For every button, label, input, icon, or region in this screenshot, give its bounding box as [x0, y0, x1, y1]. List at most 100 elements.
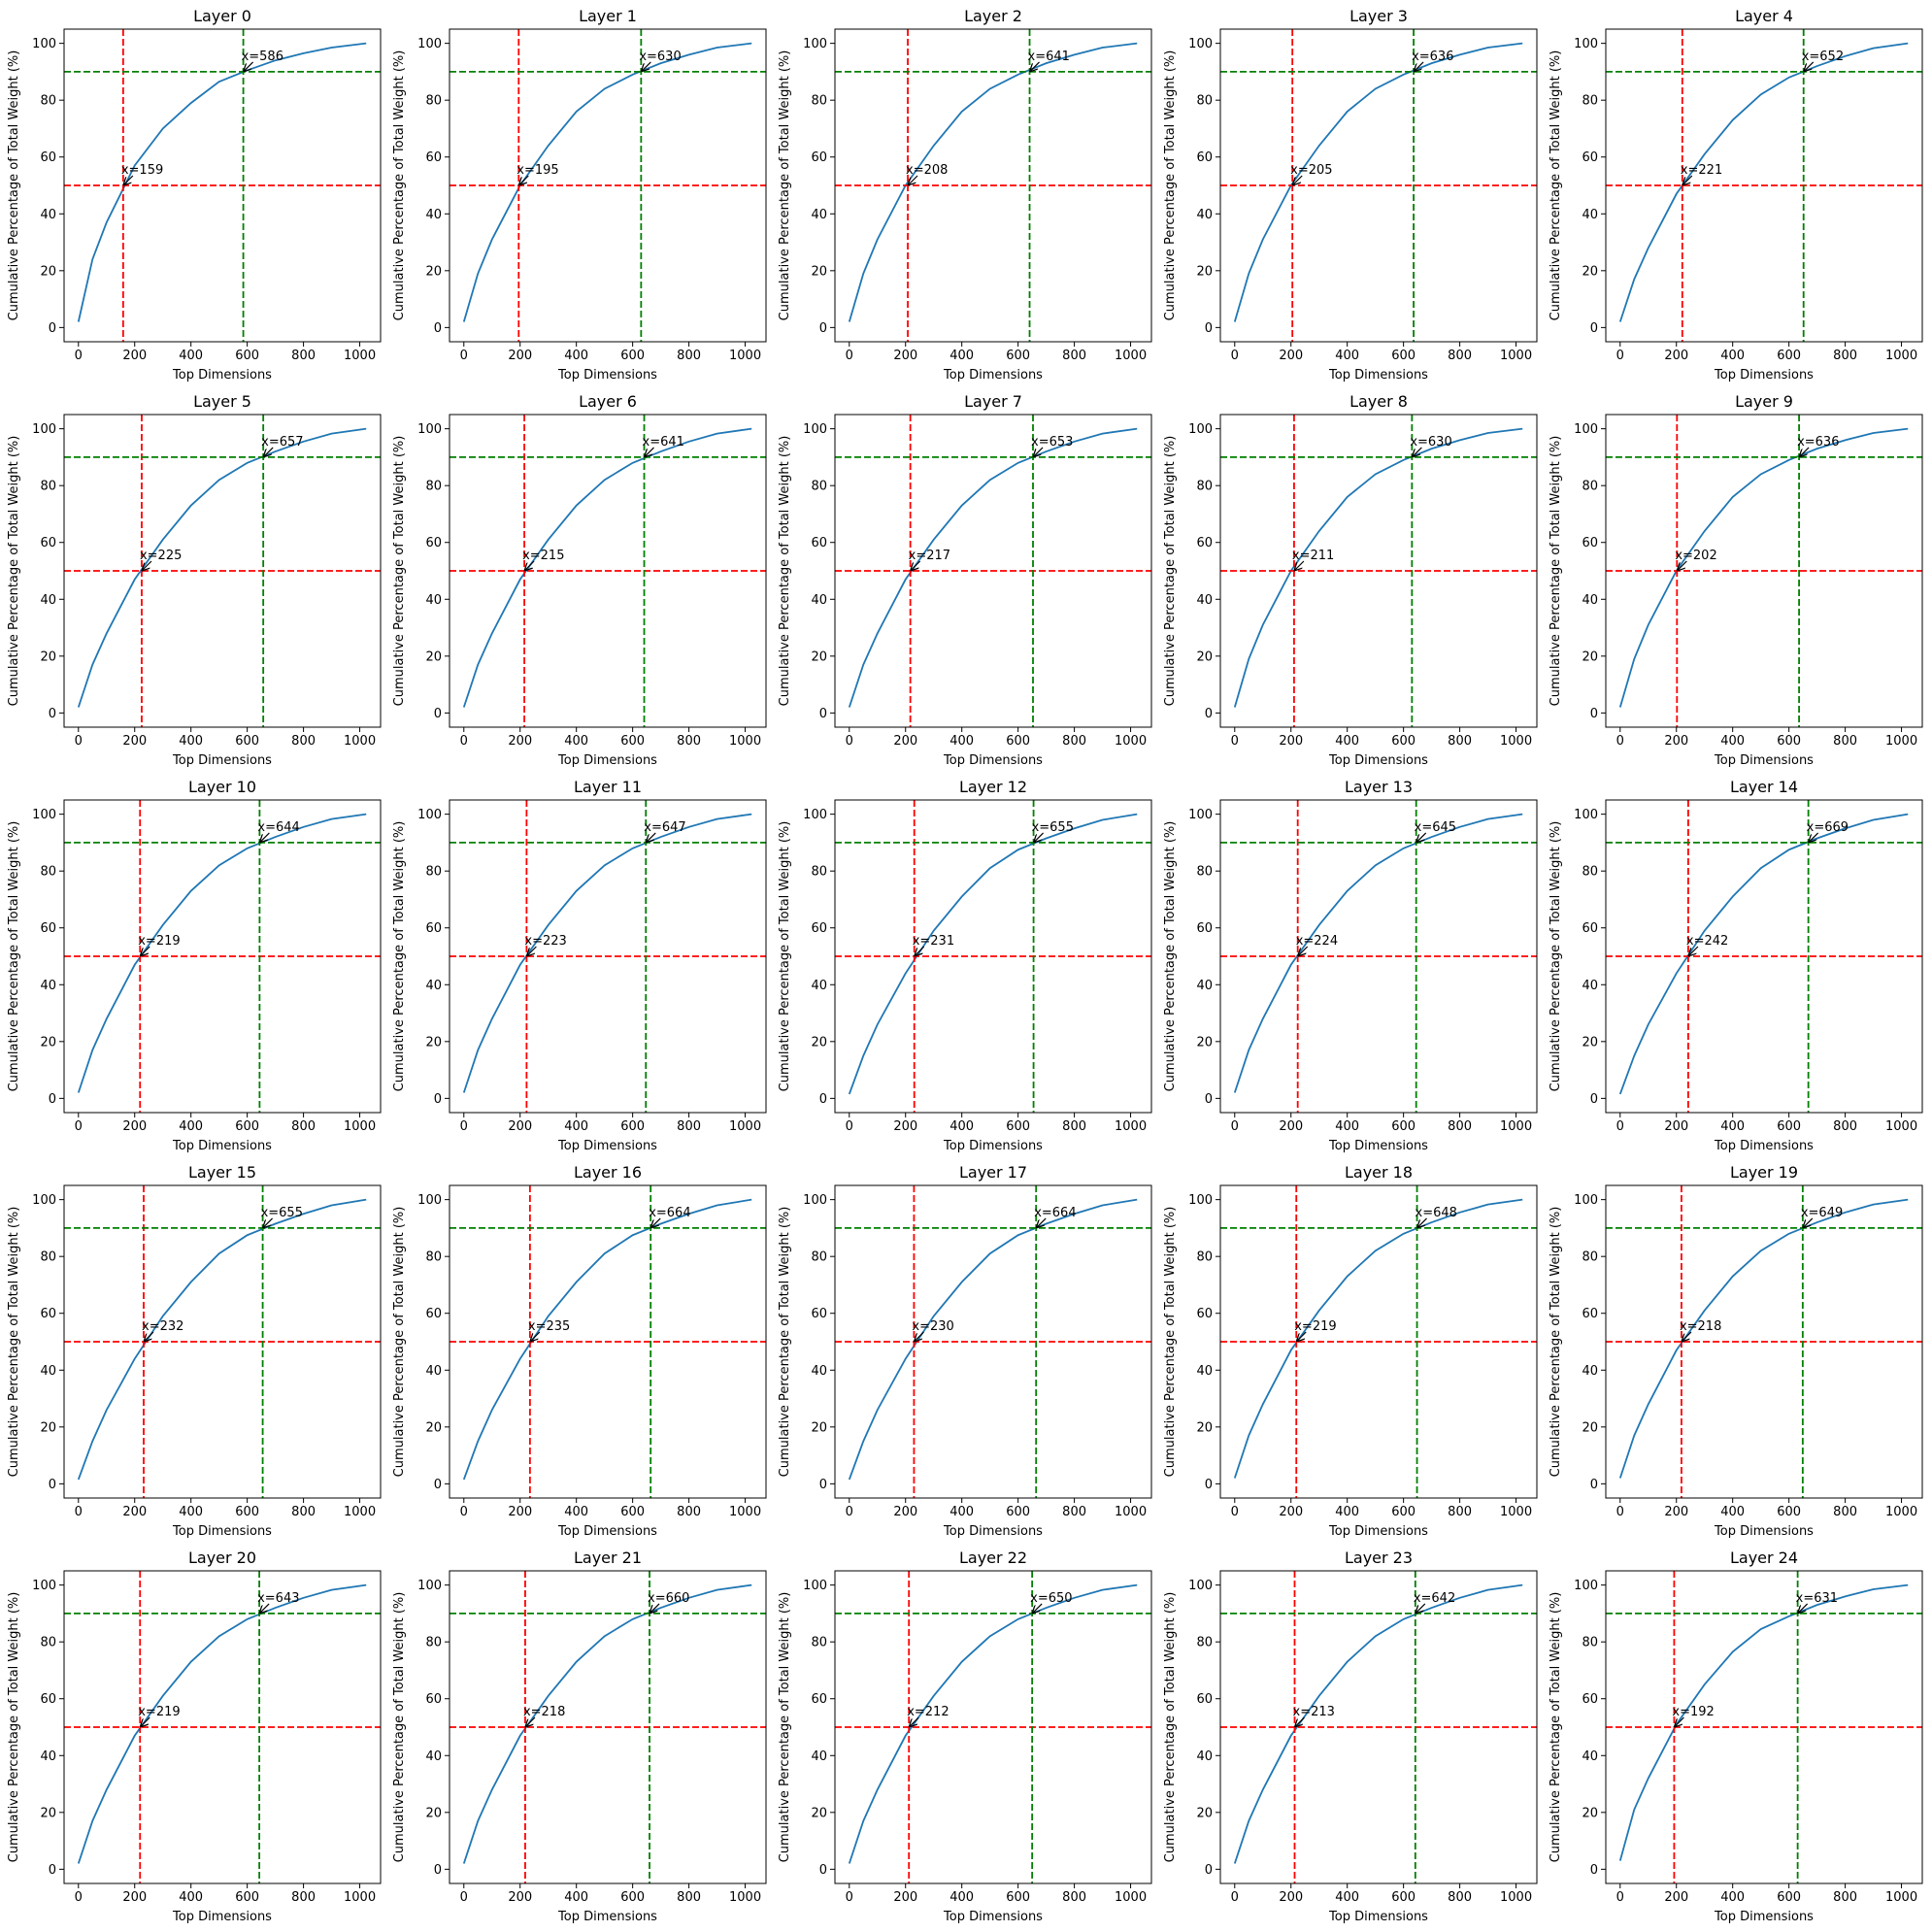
axes-frame — [63, 28, 382, 343]
y-tick-label: 20 — [1196, 1420, 1213, 1435]
x-tick-label: 600 — [1777, 1890, 1801, 1905]
x-tick-label: 200 — [1664, 1505, 1688, 1519]
y-tick-label: 20 — [1582, 1420, 1598, 1435]
y-tick-label: 20 — [1196, 1035, 1213, 1049]
y-tick-label: 40 — [1582, 593, 1598, 608]
axes-frame — [1219, 799, 1538, 1114]
y-tick-label: 60 — [811, 150, 827, 165]
subplot-title: Layer 12 — [959, 778, 1027, 796]
y-tick-label: 40 — [811, 1364, 827, 1379]
annotation-label: x=219 — [1294, 1319, 1336, 1334]
y-tick-label: 100 — [1574, 808, 1598, 822]
y-tick-label: 20 — [40, 1420, 56, 1435]
annotation-arrow — [1682, 175, 1693, 185]
axes-frame — [834, 799, 1152, 1114]
x-tick-label: 0 — [846, 734, 853, 749]
annotation-arrow — [259, 832, 270, 843]
x-tick-label: 800 — [1833, 1505, 1857, 1519]
x-tick-label: 0 — [846, 1505, 853, 1519]
annotation-arrow — [263, 447, 274, 457]
annotation-label: x=195 — [516, 163, 558, 178]
y-tick-label: 40 — [40, 1749, 56, 1764]
subplot: Layer 16 Top Dimensions Cumulative Percent… — [392, 1163, 767, 1539]
x-tick-label: 400 — [949, 734, 974, 749]
y-tick-label: 20 — [1196, 650, 1213, 664]
x-axis-label: Top Dimensions — [943, 753, 1043, 768]
axes-frame — [1605, 414, 1923, 728]
y-tick-label: 20 — [811, 1035, 827, 1049]
subplot-title: Layer 20 — [188, 1549, 256, 1567]
data-line — [1233, 813, 1523, 1093]
y-tick-label: 40 — [425, 593, 442, 608]
y-tick-label: 20 — [425, 1806, 442, 1820]
y-tick-label: 100 — [1574, 422, 1598, 437]
annotation-arrow — [526, 946, 537, 956]
y-tick-label: 60 — [1196, 1307, 1213, 1321]
annotation-arrow — [244, 61, 254, 72]
y-tick-label: 60 — [1196, 536, 1213, 550]
x-tick-label: 200 — [1664, 1890, 1688, 1905]
y-tick-label: 60 — [40, 536, 56, 550]
y-tick-label: 0 — [1590, 1863, 1598, 1878]
x-tick-label: 0 — [1231, 1505, 1239, 1519]
x-tick-label: 600 — [620, 1890, 645, 1905]
subplot-title: Layer 19 — [1730, 1163, 1798, 1182]
subplot-title: Layer 1 — [579, 7, 637, 25]
y-axis-label: Cumulative Percentage of Total Weight (%… — [392, 1592, 407, 1863]
y-tick-label: 40 — [40, 979, 56, 993]
y-tick-label: 20 — [40, 650, 56, 664]
axes-frame — [63, 1570, 382, 1884]
x-tick-label: 0 — [1616, 734, 1624, 749]
y-tick-label: 100 — [803, 808, 827, 822]
x-tick-label: 1000 — [1115, 349, 1147, 363]
annotation-label: x=230 — [912, 1319, 953, 1334]
x-tick-label: 600 — [1006, 349, 1030, 363]
x-tick-label: 800 — [291, 349, 316, 363]
y-tick-label: 60 — [811, 1692, 827, 1707]
annotation-label: x=212 — [907, 1705, 949, 1719]
y-tick-label: 40 — [1582, 1364, 1598, 1379]
annotation-label: x=647 — [644, 820, 685, 835]
y-tick-label: 60 — [1582, 150, 1598, 165]
y-tick-label: 40 — [811, 979, 827, 993]
subplot: Layer 8 Top Dimensions Cumulative Percenta… — [1163, 392, 1538, 768]
x-tick-label: 200 — [893, 1119, 917, 1134]
x-tick-label: 200 — [508, 1119, 532, 1134]
x-tick-label: 0 — [846, 1890, 853, 1905]
y-tick-label: 80 — [1582, 480, 1598, 494]
y-tick-label: 60 — [425, 1307, 442, 1321]
axes-frame — [449, 28, 767, 343]
annotation-arrow — [1294, 560, 1305, 571]
x-tick-label: 600 — [620, 1505, 645, 1519]
data-line — [1233, 1198, 1523, 1479]
y-tick-label: 100 — [803, 1193, 827, 1208]
y-tick-label: 100 — [1188, 808, 1213, 822]
x-tick-label: 1000 — [729, 1505, 761, 1519]
x-tick-label: 400 — [949, 1505, 974, 1519]
y-axis-label: Cumulative Percentage of Total Weight (%… — [7, 50, 21, 321]
x-tick-label: 800 — [1833, 349, 1857, 363]
data-line — [1233, 427, 1523, 708]
y-tick-label: 60 — [425, 921, 442, 936]
y-tick-label: 0 — [1590, 321, 1598, 336]
x-tick-label: 800 — [1448, 1119, 1472, 1134]
y-axis-label: Cumulative Percentage of Total Weight (%… — [1163, 436, 1178, 707]
annotation-label: x=231 — [913, 934, 954, 949]
y-tick-label: 40 — [425, 979, 442, 993]
axes-frame — [1219, 1184, 1538, 1499]
axes-frame — [449, 1184, 767, 1499]
annotation-arrow — [1674, 1716, 1684, 1727]
axes-frame — [449, 414, 767, 728]
x-tick-label: 200 — [122, 349, 147, 363]
axes-frame — [834, 1570, 1152, 1884]
annotation-arrow — [1809, 832, 1819, 843]
y-tick-label: 80 — [811, 1636, 827, 1650]
subplot-title: Layer 6 — [579, 392, 637, 411]
subplot: Layer 23 Top Dimensions Cumulative Percent… — [1163, 1549, 1538, 1924]
x-tick-label: 0 — [1231, 1119, 1239, 1134]
annotation-arrow — [909, 1716, 919, 1727]
y-tick-label: 60 — [40, 1307, 56, 1321]
annotation-arrow — [140, 1716, 150, 1727]
annotation-arrow — [1298, 946, 1309, 956]
